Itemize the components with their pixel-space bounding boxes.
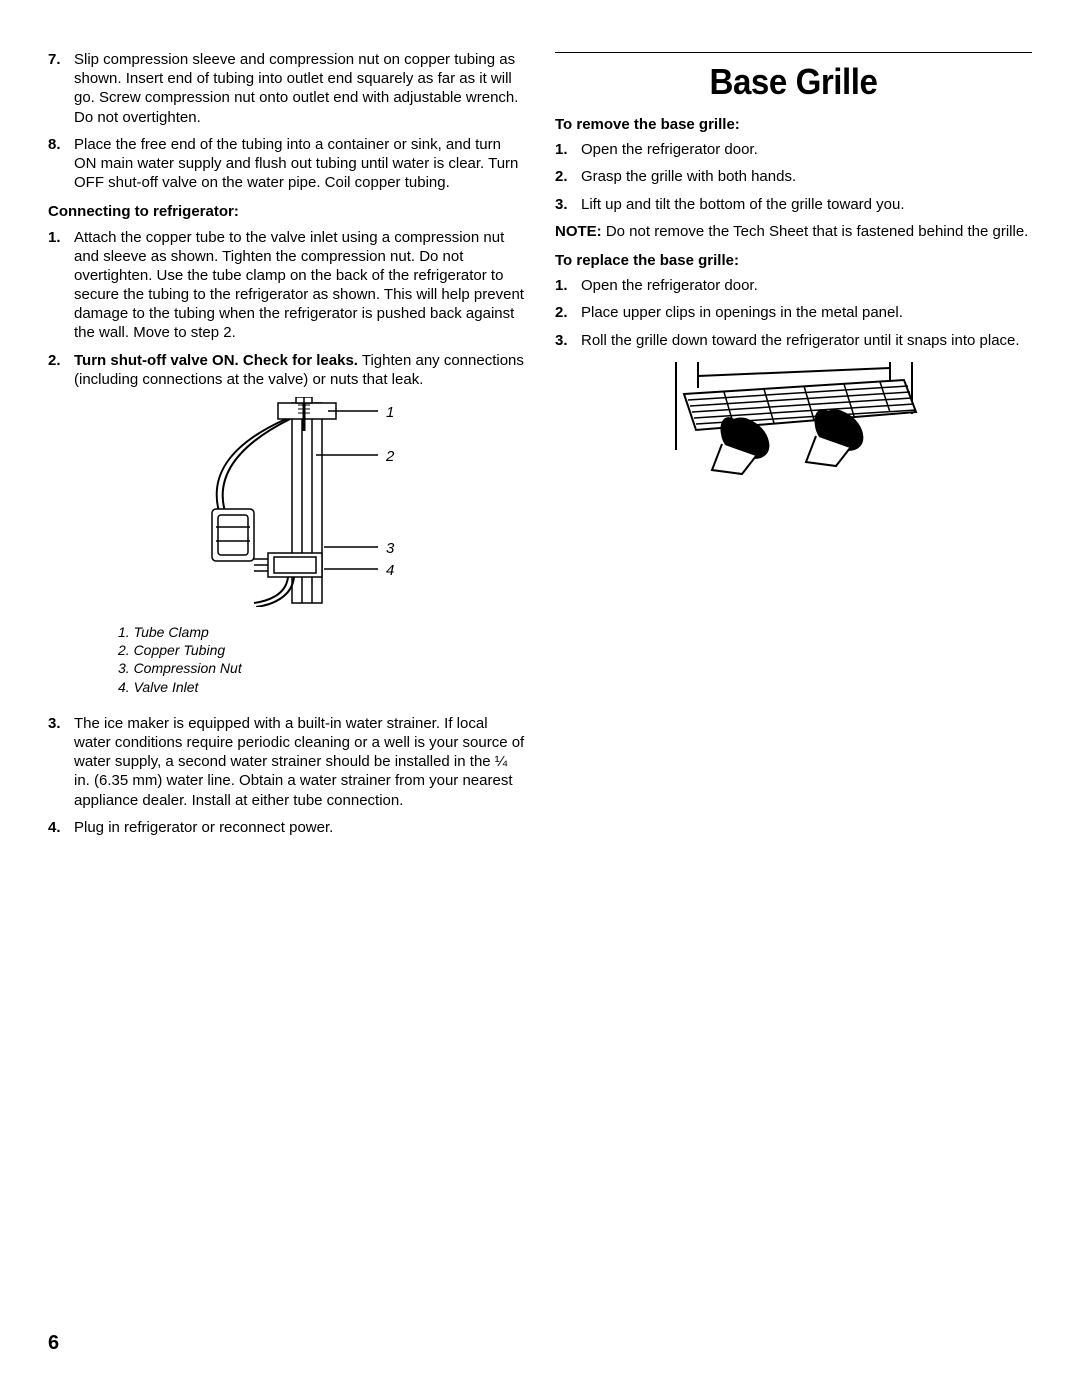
figure-callout-3: 3: [386, 539, 394, 558]
note-line: NOTE: Do not remove the Tech Sheet that …: [555, 222, 1032, 241]
list-number: 3.: [555, 195, 581, 214]
list-number: 2.: [48, 351, 74, 389]
list-text: Slip compression sleeve and compression …: [74, 50, 525, 127]
legend-row: 2. Copper Tubing: [118, 641, 525, 659]
list-text: Roll the grille down toward the refriger…: [581, 331, 1032, 350]
list-number: 3.: [48, 714, 74, 810]
list-number: 4.: [48, 818, 74, 837]
list-item: 1. Attach the copper tube to the valve i…: [48, 228, 525, 343]
list-item: 3. The ice maker is equipped with a buil…: [48, 714, 525, 810]
list-item: 1. Open the refrigerator door.: [555, 140, 1032, 159]
figure-legend: 1. Tube Clamp 2. Copper Tubing 3. Compre…: [118, 623, 525, 696]
list-text: The ice maker is equipped with a built-i…: [74, 714, 525, 810]
legend-row: 3. Compression Nut: [118, 659, 525, 677]
list-text: Attach the copper tube to the valve inle…: [74, 228, 525, 343]
page: 7. Slip compression sleeve and compressi…: [0, 0, 1080, 845]
legend-row: 1. Tube Clamp: [118, 623, 525, 641]
list-number: 1.: [555, 276, 581, 295]
list-item: 2. Grasp the grille with both hands.: [555, 167, 1032, 186]
list-number: 2.: [555, 167, 581, 186]
list-number: 8.: [48, 135, 74, 193]
list-text: Lift up and tilt the bottom of the grill…: [581, 195, 1032, 214]
list-item: 2. Place upper clips in openings in the …: [555, 303, 1032, 322]
remove-list: 1. Open the refrigerator door. 2. Grasp …: [555, 140, 1032, 214]
divider: [555, 52, 1032, 53]
connecting-list: 1. Attach the copper tube to the valve i…: [48, 228, 525, 390]
steps-7-8-list: 7. Slip compression sleeve and compressi…: [48, 50, 525, 192]
list-text: Open the refrigerator door.: [581, 276, 1032, 295]
replace-list: 1. Open the refrigerator door. 2. Place …: [555, 276, 1032, 350]
figure-callout-4: 4: [386, 561, 394, 580]
list-item: 7. Slip compression sleeve and compressi…: [48, 50, 525, 127]
list-item: 3. Roll the grille down toward the refri…: [555, 331, 1032, 350]
list-text: Plug in refrigerator or reconnect power.: [74, 818, 525, 837]
list-text: Grasp the grille with both hands.: [581, 167, 1032, 186]
list-number: 1.: [555, 140, 581, 159]
page-number: 6: [48, 1332, 59, 1355]
bold-text: Turn shut-off valve ON. Check for leaks.: [74, 352, 358, 369]
subhead-replace: To replace the base grille:: [555, 251, 1032, 270]
note-text: Do not remove the Tech Sheet that is fas…: [602, 223, 1029, 240]
list-number: 7.: [48, 50, 74, 127]
left-column: 7. Slip compression sleeve and compressi…: [48, 50, 525, 845]
subhead-connecting: Connecting to refrigerator:: [48, 202, 525, 221]
figure-grille: [555, 358, 1032, 483]
list-item: 3. Lift up and tilt the bottom of the gr…: [555, 195, 1032, 214]
list-text: Place the free end of the tubing into a …: [74, 135, 525, 193]
note-label: NOTE:: [555, 223, 602, 240]
valve-diagram-icon: [168, 397, 398, 607]
list-number: 2.: [555, 303, 581, 322]
list-number: 1.: [48, 228, 74, 343]
figure-callout-1: 1: [386, 403, 394, 422]
grille-diagram-icon: [664, 358, 924, 478]
list-text: Turn shut-off valve ON. Check for leaks.…: [74, 351, 525, 389]
figure-callout-2: 2: [386, 447, 394, 466]
list-item: 4. Plug in refrigerator or reconnect pow…: [48, 818, 525, 837]
right-column: Base Grille To remove the base grille: 1…: [555, 50, 1032, 845]
connecting-list-2: 3. The ice maker is equipped with a buil…: [48, 714, 525, 837]
section-title: Base Grille: [574, 59, 1013, 105]
list-item: 8. Place the free end of the tubing into…: [48, 135, 525, 193]
legend-row: 4. Valve Inlet: [118, 678, 525, 696]
figure-valve: 1 2 3 4: [48, 397, 525, 615]
list-number: 3.: [555, 331, 581, 350]
list-item: 1. Open the refrigerator door.: [555, 276, 1032, 295]
list-text: Open the refrigerator door.: [581, 140, 1032, 159]
subhead-remove: To remove the base grille:: [555, 115, 1032, 134]
list-item: 2. Turn shut-off valve ON. Check for lea…: [48, 351, 525, 389]
list-text: Place upper clips in openings in the met…: [581, 303, 1032, 322]
